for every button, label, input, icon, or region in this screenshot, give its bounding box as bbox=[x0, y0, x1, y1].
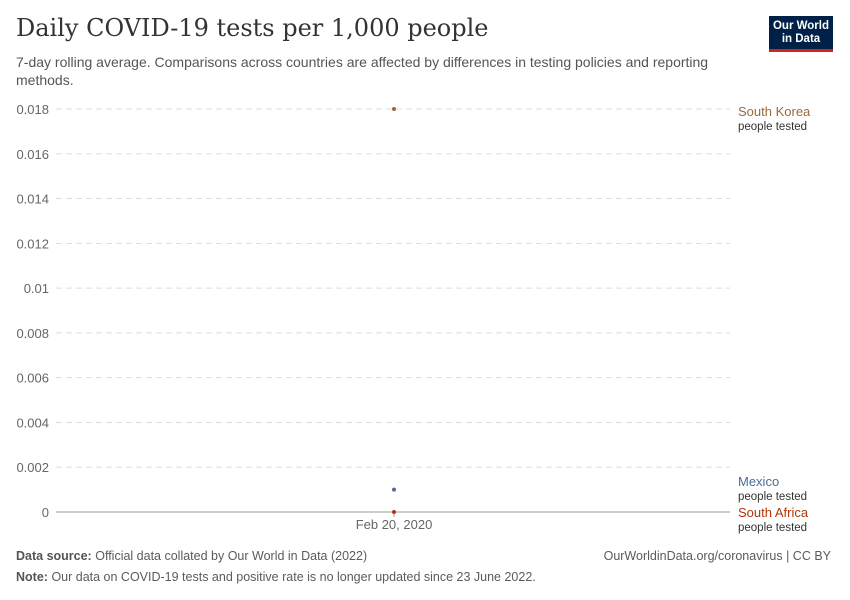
data-source: Data source: Official data collated by O… bbox=[16, 549, 368, 563]
chart-title: Daily COVID-19 tests per 1,000 people bbox=[16, 14, 489, 42]
y-tick-label: 0.018 bbox=[16, 102, 49, 117]
y-tick-label: 0.004 bbox=[16, 415, 49, 430]
source-url[interactable]: OurWorldinData.org/coronavirus | CC BY bbox=[603, 549, 831, 563]
y-tick-label: 0 bbox=[42, 505, 49, 520]
legend-sublabel: people tested bbox=[738, 491, 807, 503]
legend-label[interactable]: Mexico bbox=[738, 474, 779, 489]
y-tick-label: 0.012 bbox=[16, 236, 49, 251]
y-tick-label: 0.006 bbox=[16, 371, 49, 386]
legend-label[interactable]: South Africa bbox=[738, 505, 809, 520]
data-point[interactable] bbox=[392, 487, 396, 492]
legend-sublabel: people tested bbox=[738, 121, 807, 133]
source-text: Official data collated by Our World in D… bbox=[95, 549, 368, 563]
chart-subtitle: 7-day rolling average. Comparisons acros… bbox=[16, 54, 709, 88]
legend-label[interactable]: South Korea bbox=[738, 104, 811, 119]
legend-sublabel: people tested bbox=[738, 522, 807, 534]
data-point[interactable] bbox=[392, 510, 396, 514]
y-tick-label: 0.014 bbox=[16, 192, 49, 207]
note: Note: Our data on COVID-19 tests and pos… bbox=[16, 570, 536, 584]
y-tick-label: 0.016 bbox=[16, 147, 49, 162]
y-tick-label: 0.01 bbox=[24, 281, 49, 296]
data-point[interactable] bbox=[392, 107, 396, 111]
y-tick-label: 0.002 bbox=[16, 460, 49, 475]
note-text: Our data on COVID-19 tests and positive … bbox=[51, 570, 536, 584]
owid-logo[interactable]: Our World in Data bbox=[769, 16, 833, 52]
x-tick-label: Feb 20, 2020 bbox=[356, 517, 433, 532]
y-tick-label: 0.008 bbox=[16, 326, 49, 341]
